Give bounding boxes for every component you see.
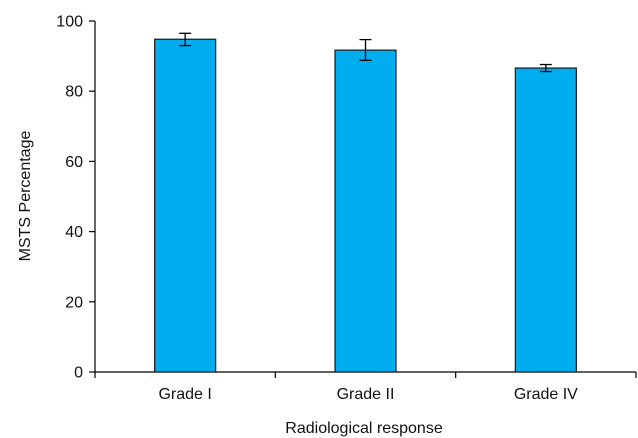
y-tick-label: 0 (74, 365, 83, 382)
y-tick-label: 80 (65, 84, 83, 101)
bars (154, 38, 577, 373)
x-tick-label: Grade IV (514, 386, 578, 403)
y-axis-title: MSTS Percentage (17, 131, 34, 262)
x-axis-title: Radiological response (285, 420, 443, 437)
bar (514, 67, 577, 373)
error-bars (179, 32, 552, 73)
y-tick-label: 40 (65, 224, 83, 241)
y-tick-label: 100 (56, 14, 83, 31)
x-tick-label: Grade II (337, 386, 395, 403)
bar (154, 38, 217, 373)
x-tick-label: Grade I (158, 386, 211, 403)
y-axis: 0 20 40 60 80 100 (56, 14, 96, 382)
y-tick-label: 60 (65, 154, 83, 171)
x-axis: Grade I Grade II Grade IV (94, 371, 637, 403)
bar (334, 49, 397, 373)
y-tick-label: 20 (65, 294, 83, 311)
